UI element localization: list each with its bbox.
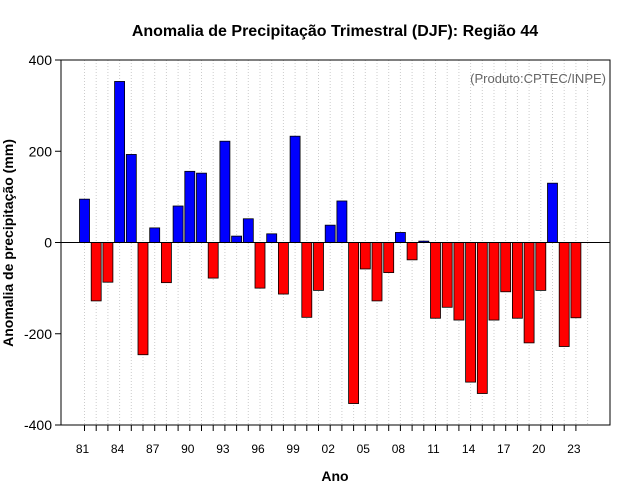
bar-2011	[430, 242, 441, 319]
x-tick-label: 20	[532, 442, 546, 456]
y-tick-label: -400	[24, 417, 52, 433]
bar-1993	[219, 140, 231, 243]
x-tick-label: 14	[462, 442, 476, 456]
x-tick-label: 87	[146, 442, 160, 456]
bar-1999	[289, 135, 301, 243]
y-axis-label: Anomalia de precipitação (mm)	[0, 139, 16, 347]
y-tick-label: -200	[24, 326, 52, 342]
grid-layer	[84, 60, 589, 425]
bar-1985	[125, 154, 137, 243]
bar-1994	[231, 235, 243, 243]
bar-1989	[172, 205, 184, 243]
y-axis: -400 -200 0 200 400	[24, 52, 61, 433]
bar-1981	[79, 198, 90, 243]
x-tick-label: 90	[181, 442, 195, 456]
bar-2005	[359, 242, 371, 270]
y-tick-label: 200	[29, 143, 53, 159]
bar-2019	[523, 242, 535, 344]
x-axis: 81 84 87 90 93 96 99 02 05 08 11 14 17 20 23	[76, 425, 581, 456]
bar-2023	[570, 242, 582, 319]
bar-1988	[160, 242, 172, 284]
x-tick-label: 11	[427, 442, 440, 456]
bar-2021	[547, 182, 558, 243]
bar-1992	[207, 242, 219, 279]
bar-2007	[383, 242, 395, 274]
y-tick-label: 0	[44, 235, 52, 251]
bar-1984	[114, 81, 125, 243]
bar-2016	[488, 242, 500, 321]
bar-2015	[476, 242, 488, 394]
bar-2014	[465, 242, 477, 383]
bar-2002	[324, 224, 336, 243]
bar-1997	[266, 233, 278, 243]
chart-title: Anomalia de Precipitação Trimestral (DJF…	[132, 23, 538, 40]
bar-1983	[102, 242, 114, 283]
bar-2020	[535, 242, 547, 291]
bar-2013	[453, 242, 465, 321]
bar-1996	[254, 242, 266, 289]
bar-1982	[90, 242, 102, 302]
x-tick-label: 08	[392, 442, 406, 456]
x-tick-label: 05	[357, 442, 371, 456]
y-tick-label: 400	[29, 52, 53, 68]
bar-2022	[558, 242, 570, 347]
bar-2017	[500, 242, 512, 293]
bar-1998	[277, 242, 289, 295]
bar-2012	[441, 242, 453, 308]
x-tick-label: 17	[497, 442, 511, 456]
x-tick-label: 99	[286, 442, 300, 456]
x-axis-label: Ano	[321, 468, 348, 484]
x-tick-label: 81	[76, 442, 90, 456]
bar-1995	[242, 218, 254, 243]
bar-2004	[348, 242, 360, 404]
bar-2009	[406, 242, 418, 261]
bar-2001	[313, 242, 324, 291]
x-tick-label: 23	[567, 442, 581, 456]
bar-2018	[512, 242, 523, 319]
bar-1991	[196, 172, 207, 243]
source-annotation: (Produto:CPTEC/INPE)	[470, 71, 606, 86]
x-tick-label: 84	[111, 442, 125, 456]
bar-2000	[301, 242, 313, 318]
x-tick-label: 96	[251, 442, 265, 456]
bar-1986	[137, 242, 149, 356]
x-tick-label: 02	[322, 442, 336, 456]
bar-1987	[149, 227, 161, 243]
bar-2008	[394, 232, 406, 243]
bar-2003	[336, 200, 348, 243]
x-tick-label: 93	[216, 442, 230, 456]
bar-1990	[184, 170, 196, 243]
bar-2006	[371, 242, 383, 302]
